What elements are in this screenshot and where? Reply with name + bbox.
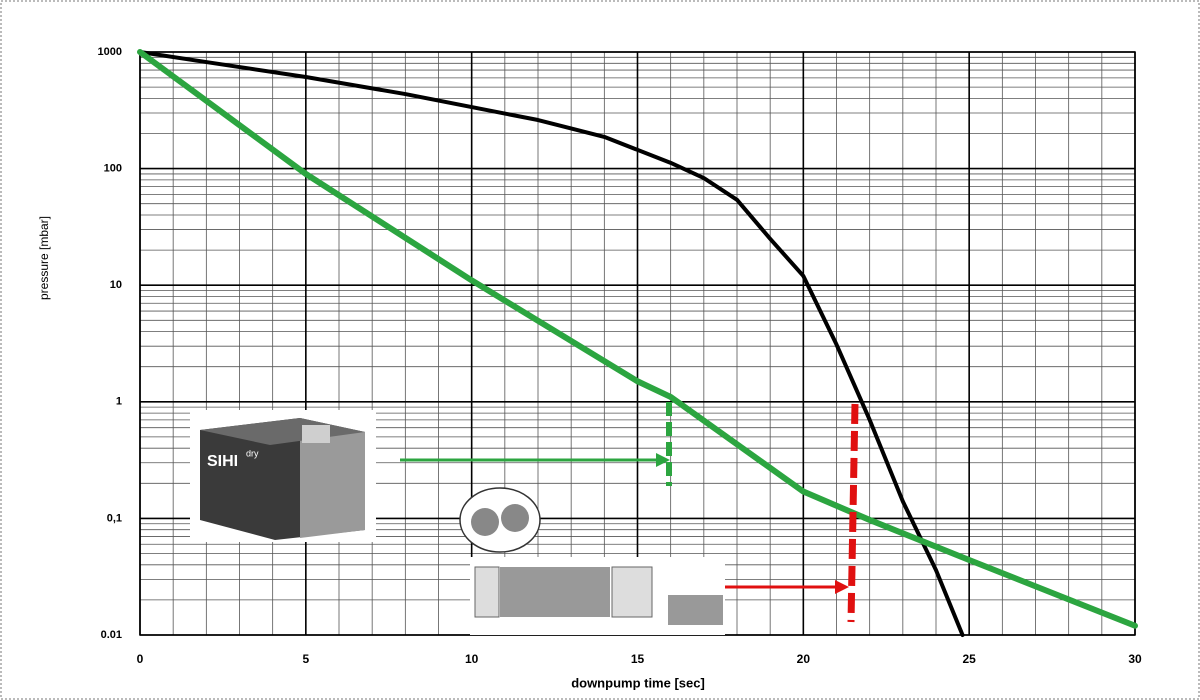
y-tick-label: 10	[110, 279, 122, 291]
x-tick-label: 15	[631, 652, 645, 666]
rotor-diagram	[460, 488, 540, 552]
pump-photo: SIHI dry	[190, 410, 376, 542]
y-tick-label: 0.01	[101, 629, 122, 641]
pump-brand-sup: dry	[246, 448, 259, 458]
x-tick-label: 10	[465, 652, 479, 666]
y-tick-label: 1	[116, 396, 122, 408]
x-tick-label: 30	[1128, 652, 1142, 666]
chart: SIHI dry pressure [mbar] downpump time […	[0, 0, 1200, 700]
pump-brand: SIHI	[207, 453, 238, 470]
x-axis-label: downpump time [sec]	[571, 675, 705, 690]
y-tick-label: 1000	[98, 46, 122, 58]
x-tick-label: 5	[302, 652, 309, 666]
x-tick-label: 0	[137, 652, 144, 666]
grid	[140, 52, 1135, 635]
schematic	[470, 557, 725, 635]
x-tick-label: 20	[797, 652, 811, 666]
y-axis-label: pressure [mbar]	[37, 216, 51, 300]
y-tick-label: 100	[104, 163, 122, 175]
x-tick-label: 25	[962, 652, 976, 666]
y-tick-label: 0,1	[107, 512, 122, 524]
